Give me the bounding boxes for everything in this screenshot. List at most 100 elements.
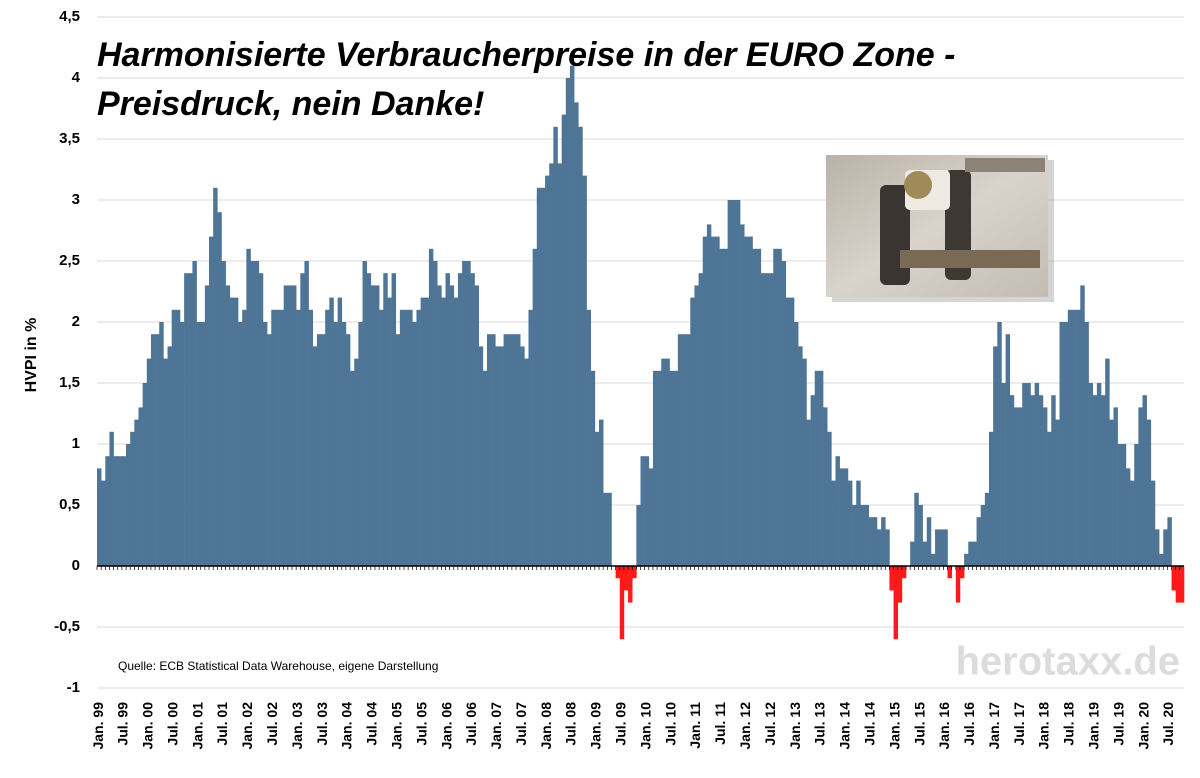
bar [1179,566,1185,603]
bar [113,456,119,566]
bar [457,273,463,566]
bar [777,248,782,567]
y-tick-label: 4,5 [59,8,80,25]
bar [565,78,571,566]
bar [445,273,450,566]
bar [1167,517,1172,566]
bar [354,358,359,566]
bar [138,407,143,566]
x-tick-label: Jan. 05 [388,702,404,750]
x-tick-label: Jan. 16 [936,702,952,750]
bar [109,431,114,566]
bar [321,334,326,566]
bar [868,517,874,566]
x-tick-label: Jul. 11 [712,702,728,745]
x-tick-label: Jul. 02 [264,702,280,746]
bar [773,248,778,567]
x-tick-label: Jul. 99 [115,702,131,746]
bar [764,273,770,566]
bar [511,334,517,566]
bar [926,517,932,566]
bar [130,431,135,566]
bar [644,456,650,566]
x-tick-label: Jul. 13 [812,702,828,746]
bar [536,187,542,567]
bar [947,566,952,579]
bar [287,285,293,566]
chart-title: Preisdruck, nein Danke! [97,85,484,123]
bar [561,114,567,566]
bar [615,566,621,579]
bar [839,468,845,566]
bar [881,517,886,566]
bar [935,529,940,566]
bar [794,322,799,566]
photo [826,155,1054,302]
bar [366,273,372,566]
bar [810,395,816,566]
bar [632,566,637,579]
bar [291,285,297,566]
bar [200,322,206,566]
bar [661,358,666,566]
bar [955,566,961,603]
bar [520,346,525,566]
bar [636,505,641,566]
bar [540,187,546,567]
bar [1009,395,1015,566]
y-tick-label: 0,5 [59,496,80,513]
bar [374,285,380,566]
bar [669,370,674,566]
bar [989,431,994,566]
bar [594,431,600,566]
x-tick-label: Jul. 15 [911,702,927,746]
bar [885,529,890,566]
bar [341,322,347,566]
bar [835,456,840,566]
bar [657,370,662,566]
x-tick-label: Jan. 11 [687,702,703,749]
x-tick-label: Jan. 04 [339,702,355,750]
x-tick-label: Jan. 15 [886,702,902,750]
x-tick-label: Jul. 17 [1011,702,1027,746]
bar [1067,309,1073,566]
bar [1171,566,1177,591]
bar [105,456,110,566]
x-tick-label: Jan. 09 [588,702,604,750]
x-tick-label: Jul. 18 [1061,702,1077,746]
bar [184,273,189,566]
bar [155,334,160,566]
bar [964,553,969,566]
bar [1030,395,1035,566]
bar [1047,431,1052,566]
bar [557,163,562,566]
bar [1026,383,1031,566]
bar [524,358,529,566]
bar [209,236,214,566]
bar [976,517,982,566]
bar [648,468,654,566]
bar [1159,553,1164,566]
bar [499,346,504,566]
bar [221,261,226,566]
bar [711,236,716,566]
bar [250,261,255,566]
x-tick-label: Jul. 20 [1160,702,1176,746]
bar [889,566,894,591]
bar [503,334,509,566]
bar [901,566,907,579]
bar [681,334,687,566]
bar [296,309,301,566]
bar [652,370,658,566]
bar [694,285,699,566]
x-tick-label: Jan. 17 [986,702,1002,750]
y-tick-label: -0,5 [54,618,80,635]
bar [408,309,413,566]
bar [698,273,704,566]
x-tick-label: Jul. 06 [463,702,479,746]
bar [843,468,849,566]
bar [715,236,720,566]
bar [258,273,264,566]
bar [370,285,376,566]
